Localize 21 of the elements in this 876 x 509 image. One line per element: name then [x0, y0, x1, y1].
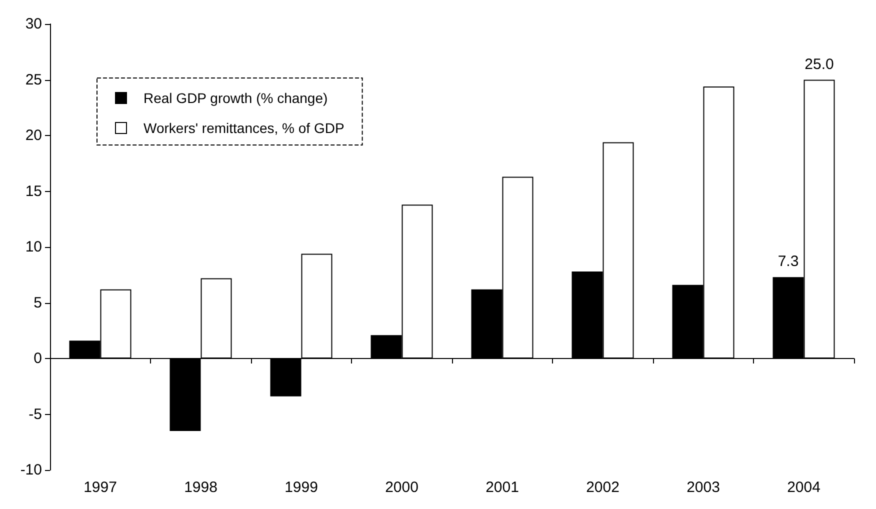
- x-tick-label: 1999: [284, 479, 318, 496]
- x-tick-label: 2001: [486, 479, 519, 496]
- y-tick-label: 20: [25, 127, 42, 144]
- y-tick-label: 30: [25, 16, 42, 32]
- y-tick-label: 10: [25, 238, 42, 256]
- data-label: 7.3: [778, 253, 799, 270]
- x-tick-label: 2000: [385, 479, 418, 496]
- data-label: 25.0: [804, 56, 834, 73]
- x-tick-label: 2004: [787, 479, 820, 496]
- x-tick-label: 2003: [686, 479, 720, 496]
- x-tick-label: 1997: [84, 479, 117, 496]
- y-tick-label: -5: [28, 406, 42, 423]
- y-tick-label: 25: [25, 71, 42, 88]
- y-tick-label: 15: [25, 182, 42, 200]
- y-tick-label: 0: [34, 350, 42, 367]
- x-tick-label: 2002: [586, 479, 620, 496]
- y-tick-label: 5: [34, 294, 42, 312]
- legend-label: Workers' remittances, % of GDP: [144, 120, 344, 136]
- y-tick-label: -10: [20, 462, 42, 478]
- x-tick-label: 1998: [184, 479, 218, 496]
- legend-label: Real GDP growth (% change): [144, 90, 328, 106]
